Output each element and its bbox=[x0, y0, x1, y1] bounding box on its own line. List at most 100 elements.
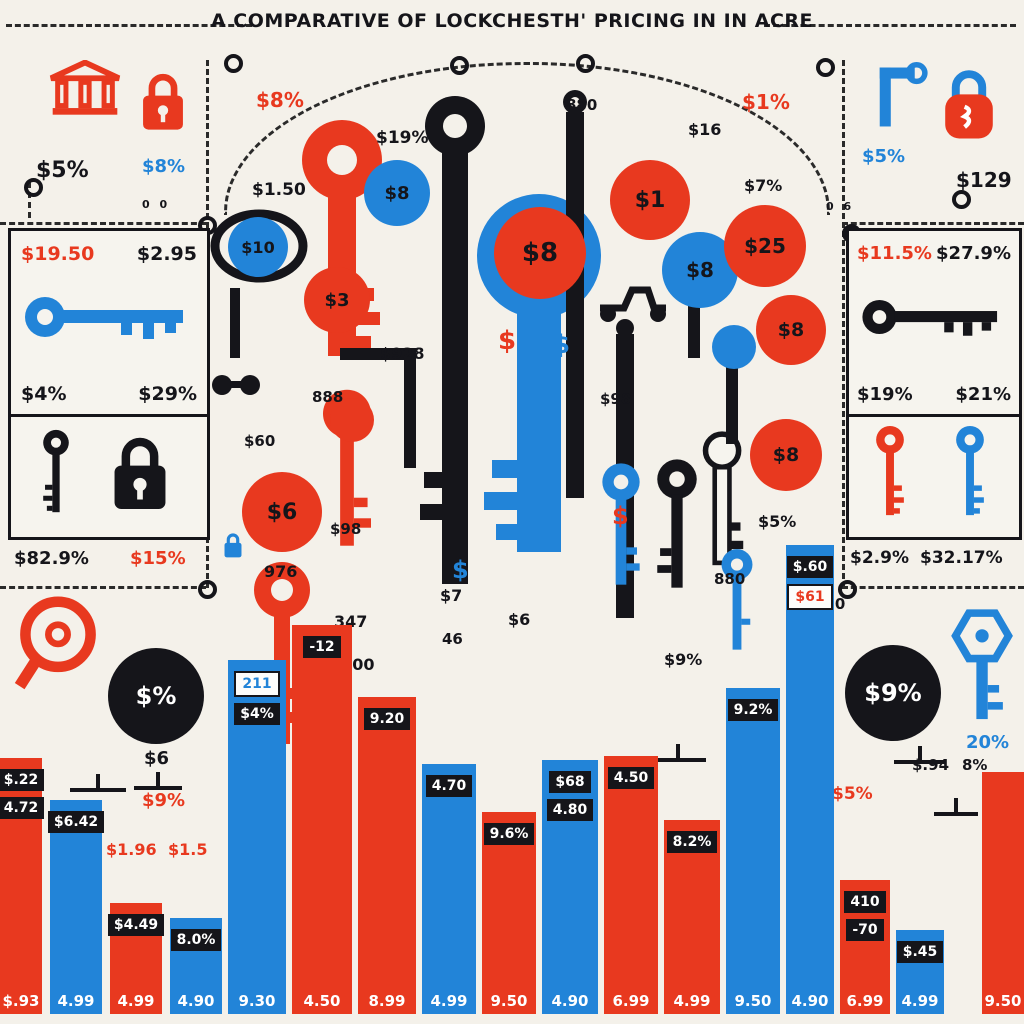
price-label: 880 bbox=[566, 96, 598, 114]
bar-value: 4.99 bbox=[901, 992, 939, 1010]
price-label: 20% bbox=[966, 732, 1010, 753]
price-label: $1.96 bbox=[106, 840, 157, 859]
bar-value: 4.50 bbox=[303, 992, 341, 1010]
scooter-icon bbox=[596, 278, 670, 322]
ring-marker bbox=[816, 58, 835, 77]
price-label: $1.50 bbox=[252, 180, 306, 200]
axis-tick bbox=[894, 760, 946, 764]
right-icon-box bbox=[846, 414, 1022, 540]
bar: $6.42 4.99 bbox=[47, 800, 105, 1014]
price-label: $32.17% bbox=[920, 548, 1003, 568]
key-icon-blue-tiny bbox=[716, 548, 758, 664]
price-label: $5% bbox=[832, 784, 873, 804]
right-panel-divider bbox=[842, 60, 845, 588]
bar-tag: 9.6% bbox=[483, 823, 535, 845]
bar: 9.2% 9.50 bbox=[726, 688, 780, 1014]
price-label: $5% bbox=[862, 146, 906, 167]
bar: $.60 $61 4.90 bbox=[786, 545, 834, 1014]
key-icon-black-horizontal bbox=[859, 295, 1009, 339]
price-label: $19% bbox=[376, 128, 429, 148]
key-icon-red-vertical bbox=[865, 425, 915, 529]
axis-tick bbox=[934, 812, 978, 816]
bar-value: 4.90 bbox=[177, 992, 215, 1010]
bar-tag: $6.42 bbox=[47, 811, 105, 833]
price-label: $129 bbox=[956, 168, 1012, 192]
bar: $.45 4.99 bbox=[896, 930, 944, 1014]
door-handle-icon bbox=[872, 62, 928, 132]
price-label: $8% bbox=[142, 156, 186, 177]
bar-value: 8.99 bbox=[368, 992, 406, 1010]
price-label: $928 bbox=[380, 344, 425, 363]
padlock-icon-keyhole bbox=[938, 68, 1000, 142]
small-dashed-stub bbox=[28, 182, 31, 218]
bar-value: 6.99 bbox=[846, 992, 884, 1010]
dark-price-circle: $% bbox=[108, 648, 204, 744]
price-label: $29% bbox=[138, 383, 197, 405]
bar: -12 4.50 bbox=[292, 625, 352, 1014]
bar-value: 9.30 bbox=[238, 992, 276, 1010]
left-dashed-rule-top bbox=[0, 222, 206, 225]
ring-marker bbox=[24, 178, 43, 197]
key-icon-blue-small bbox=[596, 462, 646, 602]
connector bbox=[688, 298, 700, 358]
bar-tag: $4% bbox=[234, 703, 280, 725]
price-label: $6 bbox=[266, 499, 298, 525]
bar-value: 9.50 bbox=[490, 992, 528, 1010]
ring-marker bbox=[576, 54, 595, 73]
axis-tick bbox=[96, 774, 100, 790]
price-label: $19% bbox=[857, 384, 913, 405]
price-label: 8% bbox=[962, 756, 988, 774]
bar-tag: 4.72 bbox=[0, 797, 45, 819]
bar: 8.2% 4.99 bbox=[664, 820, 720, 1014]
bar: 9.6% 9.50 bbox=[482, 812, 536, 1014]
price-label: $8 bbox=[772, 444, 800, 466]
bar-tag: 4.80 bbox=[546, 799, 594, 821]
bar: $68 4.80 4.90 bbox=[542, 760, 598, 1014]
axis-tick bbox=[70, 788, 126, 792]
house-icon bbox=[46, 60, 124, 118]
bar-value: 4.99 bbox=[57, 992, 95, 1010]
header-dashed-line-right bbox=[764, 24, 1016, 27]
price-label: $6 bbox=[508, 610, 531, 629]
micro-digits: 0 6 bbox=[826, 200, 855, 213]
bar-tag: 410 bbox=[844, 891, 886, 913]
header-dashed-line-left bbox=[6, 24, 252, 27]
connector bbox=[404, 348, 416, 468]
price-label: $1 bbox=[634, 187, 666, 213]
price-label: $8 bbox=[521, 238, 559, 268]
bar: 9.20 8.99 bbox=[358, 697, 416, 1014]
key-shaft-icon-black bbox=[560, 88, 590, 498]
price-label: $19.50 bbox=[21, 243, 95, 265]
key-icon-black-vertical bbox=[33, 429, 79, 525]
price-label: $9% bbox=[864, 679, 922, 707]
bar-tag: $61 bbox=[787, 584, 833, 610]
bar-tag: $.45 bbox=[896, 941, 944, 963]
price-label: $60 bbox=[244, 432, 276, 450]
price-circle: $1 bbox=[610, 160, 690, 240]
connector bbox=[340, 348, 410, 360]
padlock-icon bbox=[136, 72, 190, 134]
bar-value: $.93 bbox=[2, 992, 40, 1010]
price-circle: $8 bbox=[750, 419, 822, 491]
price-label: $5% bbox=[36, 158, 89, 183]
right-price-box: $11.5% $27.9% $19% $21% bbox=[846, 228, 1022, 420]
bar-value: 6.99 bbox=[612, 992, 650, 1010]
price-label: $8 bbox=[384, 182, 410, 204]
price-label: $7 bbox=[440, 586, 463, 605]
bar-value: 9.50 bbox=[984, 992, 1022, 1010]
goggles-icon bbox=[210, 372, 262, 398]
bar-tag: 9.20 bbox=[363, 708, 411, 730]
connector bbox=[726, 352, 738, 444]
axis-tick bbox=[134, 786, 182, 790]
ring-marker bbox=[838, 580, 857, 599]
bar-tag: 9.2% bbox=[727, 699, 779, 721]
price-circle: $6 bbox=[242, 472, 322, 552]
dollar-sign: $ bbox=[552, 330, 571, 360]
price-label: $11.5% bbox=[857, 243, 932, 264]
key-icon-blue-vertical bbox=[945, 425, 995, 529]
price-label: $15% bbox=[130, 548, 186, 569]
price-label: $9% bbox=[142, 790, 186, 811]
bar: 4.50 6.99 bbox=[604, 756, 658, 1014]
bar-tag: $4.49 bbox=[107, 914, 165, 936]
bar-tag: -12 bbox=[303, 636, 341, 658]
